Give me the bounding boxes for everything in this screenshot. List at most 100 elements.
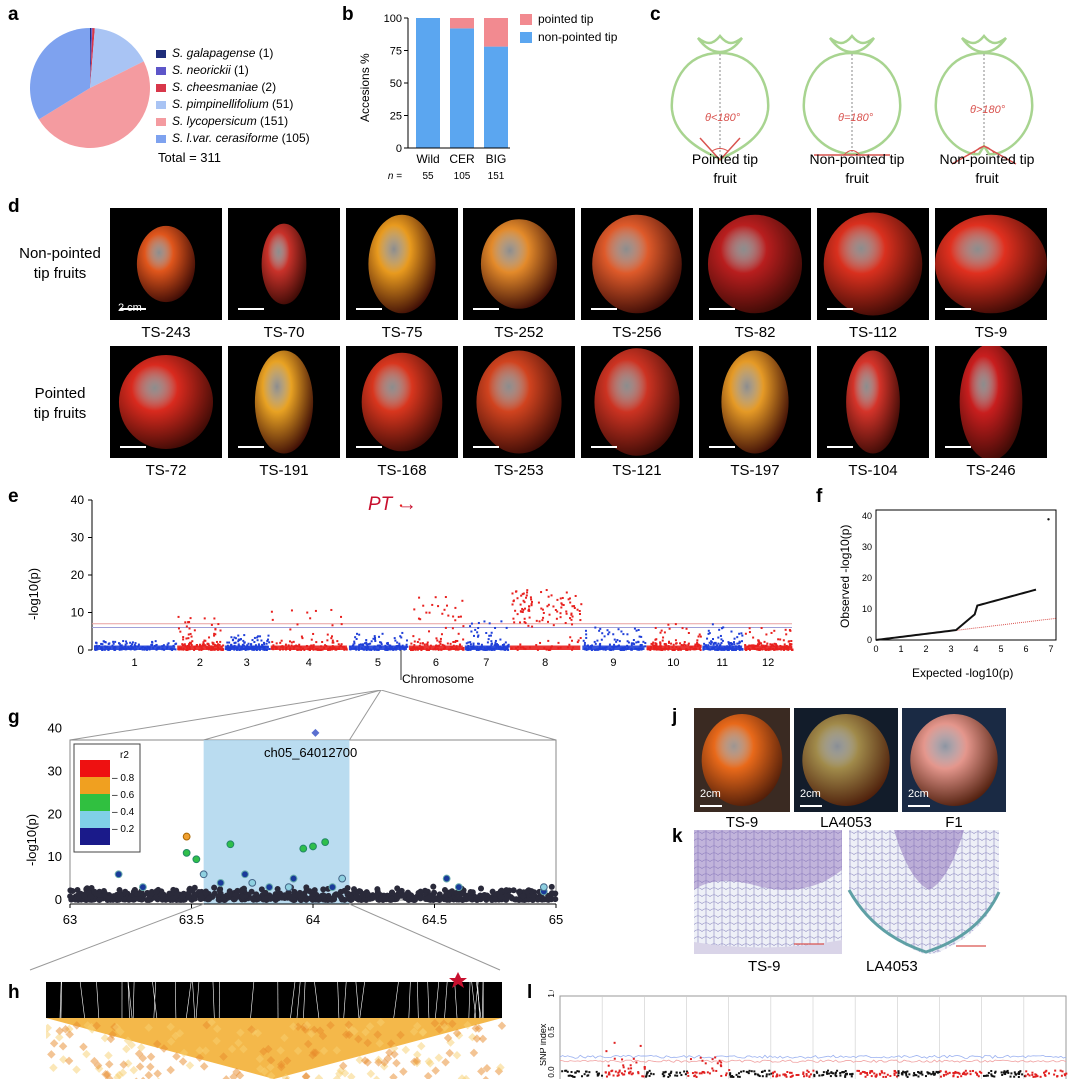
qq-xtick-label: 2: [923, 644, 928, 654]
panel-label-j: j: [672, 706, 678, 727]
legend-swatch: [156, 49, 166, 58]
qq-xtick-label: 7: [1048, 644, 1053, 654]
qq-xlabel: Expected -log10(p): [912, 666, 1014, 680]
chromosome-tick-label: 1: [132, 657, 138, 669]
pie-slice: [90, 28, 92, 88]
section-label-la4053: LA4053: [866, 958, 918, 975]
chromosome-tick-label: 5: [375, 657, 381, 669]
fruit-accession-label: TS-243: [141, 324, 191, 341]
legend-count: (2): [261, 80, 277, 94]
fruit-shape: [823, 212, 923, 316]
snp-index-points: [561, 1041, 1068, 1078]
chromosome-tick-label: 8: [542, 657, 548, 669]
panel-label-c: c: [650, 4, 661, 25]
section-ts9-core: [694, 830, 842, 890]
pie-legend-item: S. pimpinellifolium (51): [156, 97, 293, 111]
angle-label-pointed: θ<180°: [705, 112, 741, 124]
r2-legend-title: r2: [120, 750, 129, 761]
scale-bar-label: 2cm: [908, 788, 929, 800]
snp-ytick-label: 1.0: [547, 990, 556, 998]
regional-snp-points: [67, 838, 559, 903]
cross-fruit-label: TS-9: [725, 814, 759, 831]
chromosome-5-points: [348, 631, 409, 651]
chromosome-11-points: [702, 623, 744, 651]
caption-line: Pointed tip: [691, 151, 759, 167]
bar-n-label: n =: [388, 171, 402, 182]
bar-n-value: 151: [488, 171, 505, 182]
panel-label-a: a: [8, 4, 19, 25]
fruit-photo: [581, 208, 693, 320]
bar-ytick-label: 100: [384, 13, 402, 25]
zoom-connector: [29, 903, 204, 971]
snp-threshold-upper: [559, 1054, 1067, 1059]
candidate-region: [203, 740, 350, 904]
legend-species: S. l.var. cerasiforme: [172, 131, 279, 145]
qq-xtick-label: 5: [998, 644, 1003, 654]
fruit-accession-label: TS-72: [145, 462, 187, 479]
fruit-accession-label: TS-121: [612, 462, 662, 479]
fruit-photo: [463, 346, 575, 458]
regional-ytick-label: 40: [48, 721, 62, 736]
pt-peak-text: PT: [368, 494, 393, 515]
qq-ytick-label: 10: [862, 604, 872, 614]
orange-snp: [182, 832, 191, 841]
panel-label-l: l: [527, 982, 533, 1003]
legend-count: (1): [234, 63, 249, 77]
qq-ytick-label: 40: [862, 511, 872, 521]
tissue-sections: [694, 830, 1001, 954]
bar-category-label: CER: [449, 152, 475, 166]
snp-threshold-lower: [559, 1059, 1067, 1063]
fruit-shape: [261, 223, 307, 305]
legend-species: S. cheesmaniae: [172, 80, 259, 94]
fruit-shape: [721, 350, 789, 454]
fruit-photo: [346, 208, 458, 320]
panel-label-d: d: [8, 196, 20, 217]
angle-label-sunken: θ>180°: [970, 104, 1006, 116]
row-label-non-pointed: Non-pointed tip fruits: [10, 244, 110, 284]
bar-legend-item: pointed tip: [520, 12, 593, 26]
qq-plot: 0 10 20 30 40 0 1 2 3 4 5 6 7: [862, 509, 1057, 654]
cross-fruit-label: LA4053: [820, 814, 872, 831]
snp-ytick-label: 0.0: [547, 1066, 556, 1078]
manhattan-xlabel: Chromosome: [402, 672, 475, 686]
qq-ylabel: Observed -log10(p): [838, 524, 852, 628]
fruit-shape: [254, 350, 314, 454]
fruit-shape: [959, 343, 1023, 461]
bar-n-value: 55: [422, 171, 434, 182]
zoom-wedge: [203, 690, 382, 741]
chromosome-8-points: [509, 589, 583, 651]
regional-xtick-label: 63: [63, 912, 77, 927]
section-ts9-epidermis: [694, 940, 842, 954]
arrow-right-icon: →: [397, 494, 417, 515]
section-la4053-bg-left: [849, 890, 924, 954]
fruit-accession-label: TS-112: [848, 324, 898, 341]
chromosome-tick-label: 12: [762, 657, 774, 669]
chromosome-1-points: [94, 640, 178, 651]
lead-snp-diamond: [311, 728, 320, 737]
fruit-photo: [228, 346, 340, 458]
legend-swatch: [156, 117, 166, 126]
fruit-photo: [699, 208, 811, 320]
chromosome-tick-label: 9: [610, 657, 616, 669]
r2-legend-tick: – 0.2: [112, 824, 135, 835]
legend-count: (151): [260, 114, 289, 128]
chromosome-4-points: [270, 608, 348, 651]
chromosome-tick-label: 7: [483, 657, 489, 669]
fruit-shape: [368, 214, 436, 314]
qq-curve: [875, 588, 1037, 641]
fruit-accession-label: TS-75: [381, 324, 423, 341]
section-la4053-skin: [847, 889, 1001, 954]
manhattan-ytick-label: 30: [71, 531, 85, 545]
chromosome-tick-label: 6: [433, 657, 439, 669]
manhattan-ytick-label: 20: [71, 568, 85, 582]
pie-legend-item: S. neorickii (1): [156, 63, 249, 77]
accessions-bar-chart: 0 25 50 75 100 Wild 55 CER 105 BIG 151 n =: [384, 13, 510, 182]
fruit-photo: [228, 208, 340, 320]
qq-ytick-label: 30: [862, 542, 872, 552]
bar-ytick-label: 50: [390, 78, 402, 90]
cross-fruit-photo: 2cm: [902, 708, 1006, 812]
manhattan-ytick-label: 40: [71, 493, 85, 507]
qq-frame: [875, 509, 1057, 641]
regional-xtick-label: 64.5: [422, 912, 447, 927]
bar-n-value: 105: [454, 171, 471, 182]
